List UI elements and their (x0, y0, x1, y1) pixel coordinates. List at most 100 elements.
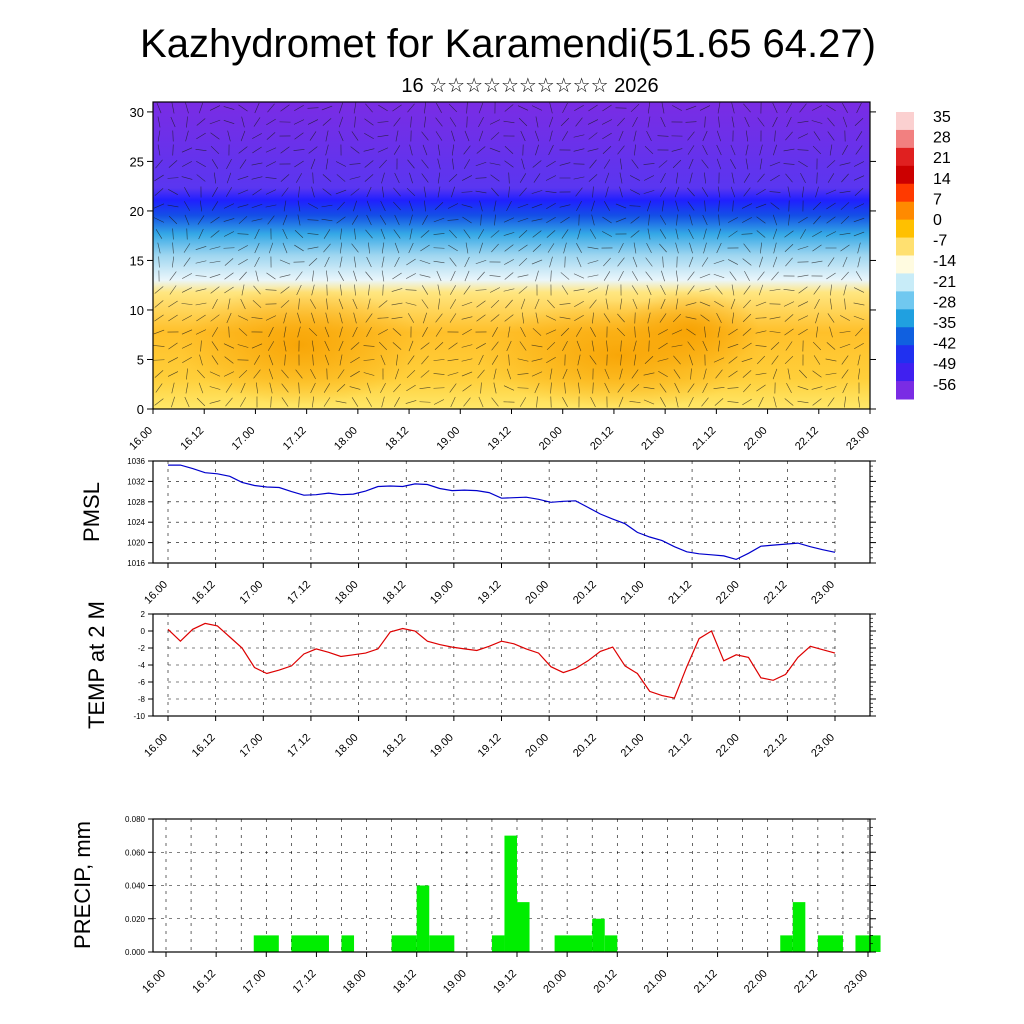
x-tick-label: 21.12 (691, 425, 719, 453)
wind-barb (699, 288, 711, 292)
wind-barb (755, 203, 767, 209)
y-tick-label: -2 (138, 644, 146, 653)
wind-barb (601, 119, 613, 125)
wind-barb (296, 173, 302, 183)
wind-barb (212, 187, 218, 197)
wind-barb (615, 217, 627, 223)
wind-barb (685, 316, 697, 320)
wind-barb (662, 256, 664, 268)
wind-barb (731, 172, 735, 184)
wind-barb (644, 145, 654, 155)
wind-barb (517, 203, 529, 209)
precip-bar (517, 902, 530, 952)
wind-barb (311, 284, 315, 296)
precip-bars (253, 835, 881, 952)
y-tick-label: 1032 (127, 477, 145, 486)
wind-barb (784, 328, 794, 336)
wind-barb (826, 104, 836, 112)
colorbar-label: -28 (933, 294, 956, 311)
wind-barb (294, 132, 304, 140)
wind-barb (744, 116, 750, 128)
wind-barb (713, 273, 725, 279)
wind-barb (605, 298, 609, 310)
wind-barb (325, 312, 329, 324)
wind-barb (699, 301, 711, 307)
wind-barb (265, 315, 277, 321)
wind-barb (827, 131, 835, 141)
wind-barb (323, 397, 331, 407)
wind-barb (573, 148, 585, 152)
wind-barb (223, 203, 235, 209)
wind-barb (324, 354, 330, 366)
wind-barb (406, 384, 416, 392)
wind-barb (209, 386, 221, 390)
wind-barb (196, 161, 206, 167)
wind-barb (658, 370, 668, 378)
wind-barb (560, 327, 570, 337)
wind-barb (185, 102, 189, 114)
wind-barb (587, 246, 599, 250)
colorbar-label: 21 (933, 150, 951, 167)
wind-barb (549, 256, 553, 268)
wind-barb (392, 328, 402, 336)
wind-barb (645, 257, 653, 267)
wind-barb (452, 158, 454, 170)
wind-barb (687, 187, 695, 197)
wind-barb (629, 189, 641, 195)
wind-barb (718, 200, 720, 212)
wind-barb (717, 186, 721, 198)
wind-barb (800, 173, 806, 183)
wind-barb (253, 355, 261, 365)
wind-barb (237, 315, 249, 321)
wind-barb (154, 398, 164, 406)
wind-barb (617, 313, 625, 323)
wind-barb (391, 288, 403, 292)
wind-barb (339, 242, 343, 254)
wind-barb (587, 287, 599, 293)
wind-barb (659, 243, 667, 253)
wind-barb (704, 116, 706, 128)
y-tick-label: 1020 (127, 539, 145, 548)
wind-barb (797, 301, 809, 307)
wind-barb (745, 158, 749, 170)
colorbar-blocks (896, 112, 914, 400)
wind-barb (503, 385, 515, 391)
wind-barb (475, 259, 487, 265)
wind-barb (617, 383, 625, 393)
wind-barb (575, 117, 583, 127)
wind-barb (535, 312, 539, 324)
x-tick-label: 20.12 (571, 579, 599, 607)
wind-barb (518, 286, 528, 294)
wind-barb (268, 242, 274, 254)
wind-barb (797, 400, 809, 404)
wind-barb (254, 242, 260, 254)
wind-barb (517, 274, 529, 278)
wind-barb (742, 370, 752, 378)
x-tick-label: 18.12 (380, 579, 408, 607)
wind-barb (478, 117, 484, 127)
wind-barb (813, 131, 821, 141)
colorbar-block (896, 363, 914, 382)
wind-barb (365, 229, 373, 239)
wind-barb (574, 104, 584, 112)
wind-barb (364, 160, 374, 168)
x-tick-label: 22.00 (714, 579, 742, 607)
wind-barb (447, 219, 459, 221)
wind-barb (183, 243, 191, 253)
wind-barb (238, 104, 248, 112)
wind-barb (701, 397, 709, 407)
x-tick-label: 21.00 (619, 579, 647, 607)
wind-barb (153, 359, 165, 361)
wind-barb (283, 340, 287, 352)
wind-barb (450, 270, 456, 282)
wind-barb (688, 158, 694, 170)
wind-barb (408, 242, 414, 254)
wind-barb (241, 284, 245, 296)
wind-barb (843, 284, 847, 296)
wind-barb (658, 342, 668, 350)
wind-barb (813, 285, 821, 295)
wind-barb (281, 369, 289, 379)
wind-barb (717, 102, 721, 114)
wind-barb (675, 284, 679, 296)
wind-barb (853, 315, 865, 321)
